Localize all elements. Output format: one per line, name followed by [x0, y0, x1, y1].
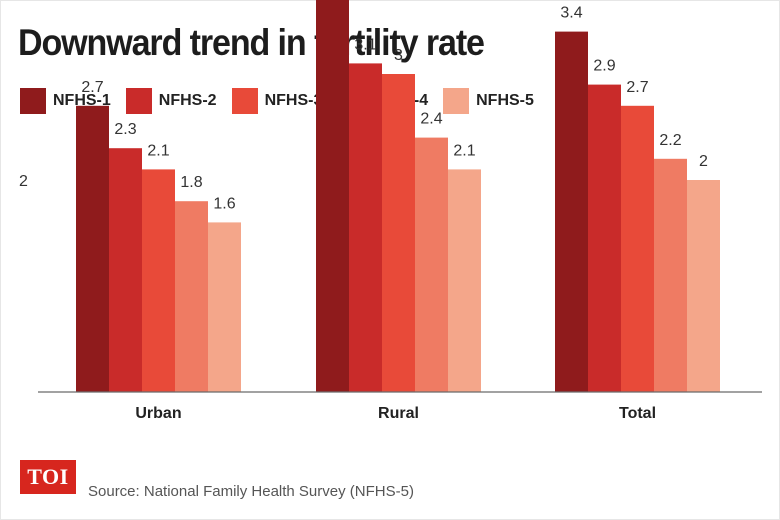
- data-label: 1.6: [213, 195, 235, 212]
- legend-swatch: [125, 88, 152, 114]
- y-tick-label: 2: [19, 173, 28, 190]
- data-label: 2: [699, 153, 708, 170]
- legend-label: NFHS-2: [158, 92, 217, 109]
- bar-nfhs-5-total: [687, 180, 720, 392]
- legend-item-nfhs-2: NFHS-2: [125, 88, 217, 114]
- toi-logo: TOI: [20, 460, 76, 494]
- source-note: Source: National Family Health Survey (N…: [88, 483, 414, 500]
- data-label: 2.3: [114, 121, 136, 138]
- data-label: 2.1: [453, 142, 475, 159]
- legend-label: NFHS-5: [476, 92, 534, 109]
- category-label-urban: Urban: [135, 405, 181, 422]
- legend-item-nfhs-5: NFHS-5: [443, 88, 534, 114]
- bar-nfhs-3-total: [621, 105, 654, 393]
- legend-label: NFHS-1: [53, 92, 111, 109]
- legend-item-nfhs-3: NFHS-3: [231, 88, 323, 114]
- bar-nfhs-4-rural: [415, 137, 448, 392]
- data-label: 2.7: [626, 79, 648, 96]
- bar-nfhs-4-total: [654, 158, 687, 392]
- legend-swatch: [443, 88, 470, 114]
- bar-nfhs-4-urban: [175, 201, 208, 392]
- data-label: 3.1: [354, 36, 376, 53]
- data-label: 2.4: [420, 111, 442, 128]
- bar-nfhs-2-rural: [349, 63, 382, 393]
- chart-title: Downward trend in fertility rate: [18, 22, 485, 63]
- bar-nfhs-3-rural: [382, 74, 415, 392]
- bar-nfhs-1-rural: [316, 0, 349, 393]
- data-label: 1.8: [180, 174, 202, 191]
- data-label: 3: [394, 47, 403, 64]
- bar-nfhs-1-total: [555, 31, 588, 392]
- data-label: 3.4: [560, 5, 582, 22]
- bar-nfhs-2-total: [588, 84, 621, 392]
- data-label: 2.2: [659, 132, 681, 149]
- legend-swatch: [20, 88, 46, 114]
- category-label-rural: Rural: [378, 405, 419, 422]
- bar-nfhs-3-urban: [142, 169, 175, 392]
- category-label-total: Total: [619, 405, 656, 422]
- bar-nfhs-1-urban: [76, 105, 109, 393]
- data-label: 2.9: [593, 58, 615, 75]
- legend-label: NFHS-3: [264, 92, 323, 109]
- data-label: 2.1: [147, 142, 169, 159]
- bar-nfhs-5-urban: [208, 222, 241, 392]
- data-label: 2.7: [81, 79, 103, 96]
- bar-nfhs-5-rural: [448, 169, 481, 392]
- legend-swatch: [231, 88, 258, 114]
- bar-nfhs-2-urban: [109, 148, 142, 392]
- legend-item-nfhs-1: NFHS-1: [20, 88, 111, 114]
